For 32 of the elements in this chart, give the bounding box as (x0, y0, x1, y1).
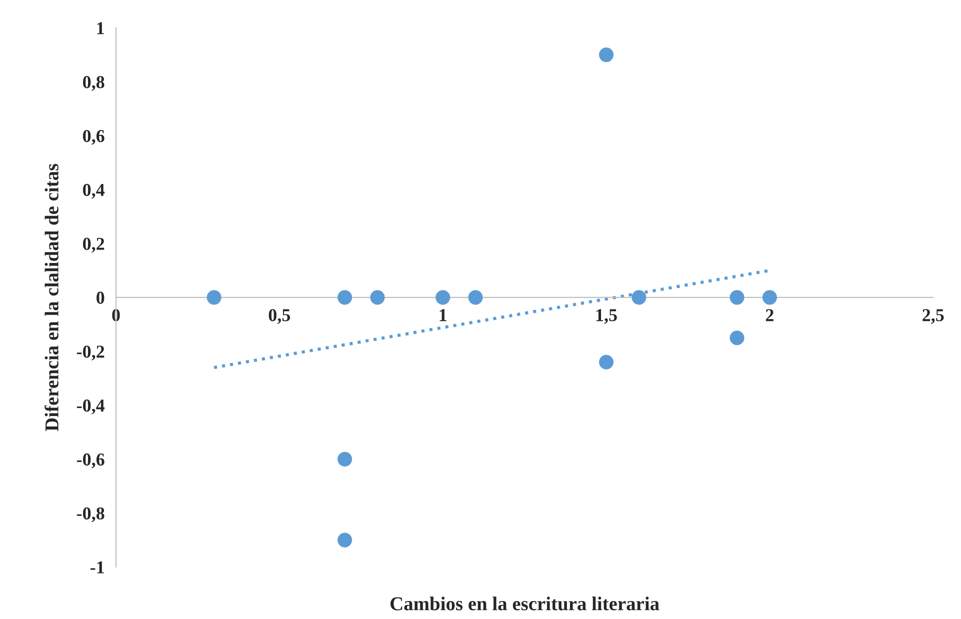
point (338, 532, 352, 548)
y-tick-label: -0,4 (76, 400, 105, 414)
point (370, 290, 385, 305)
y-tick-label: -0,8 (76, 507, 104, 522)
y-tick-label: -0,6 (76, 453, 104, 468)
point (598, 354, 614, 370)
y-tick-label: -0,2 (76, 346, 104, 360)
point (206, 290, 222, 305)
x-tick-label: 1,5 (596, 309, 617, 324)
y-tick-label: 0 (96, 292, 104, 304)
y-tick-label: 1 (97, 22, 104, 34)
point (436, 290, 450, 305)
x-axis-title: Cambios en la escritura literaria (390, 596, 660, 610)
point (598, 48, 614, 62)
y-tick-label: 0,4 (83, 184, 105, 199)
point (730, 330, 744, 346)
y-tick-label: 0,2 (83, 238, 104, 253)
y-tick-label: 0,8 (83, 76, 104, 91)
x-tick-label: 2,5 (922, 309, 944, 324)
x-tick-label: 2 (766, 309, 774, 322)
y-axis-title: Diferencia en la clalidad de citas (44, 164, 58, 432)
point (338, 290, 352, 305)
point (730, 290, 744, 305)
x-tick-label: 0 (112, 309, 120, 322)
x-tick-label: 1 (440, 309, 446, 322)
point (632, 290, 646, 305)
point (468, 290, 483, 305)
x-tick-label: 0,5 (268, 309, 290, 324)
point (762, 290, 777, 305)
y-tick-label: 0,6 (83, 130, 104, 145)
point (338, 452, 352, 466)
y-tick-label: -1 (90, 561, 104, 574)
